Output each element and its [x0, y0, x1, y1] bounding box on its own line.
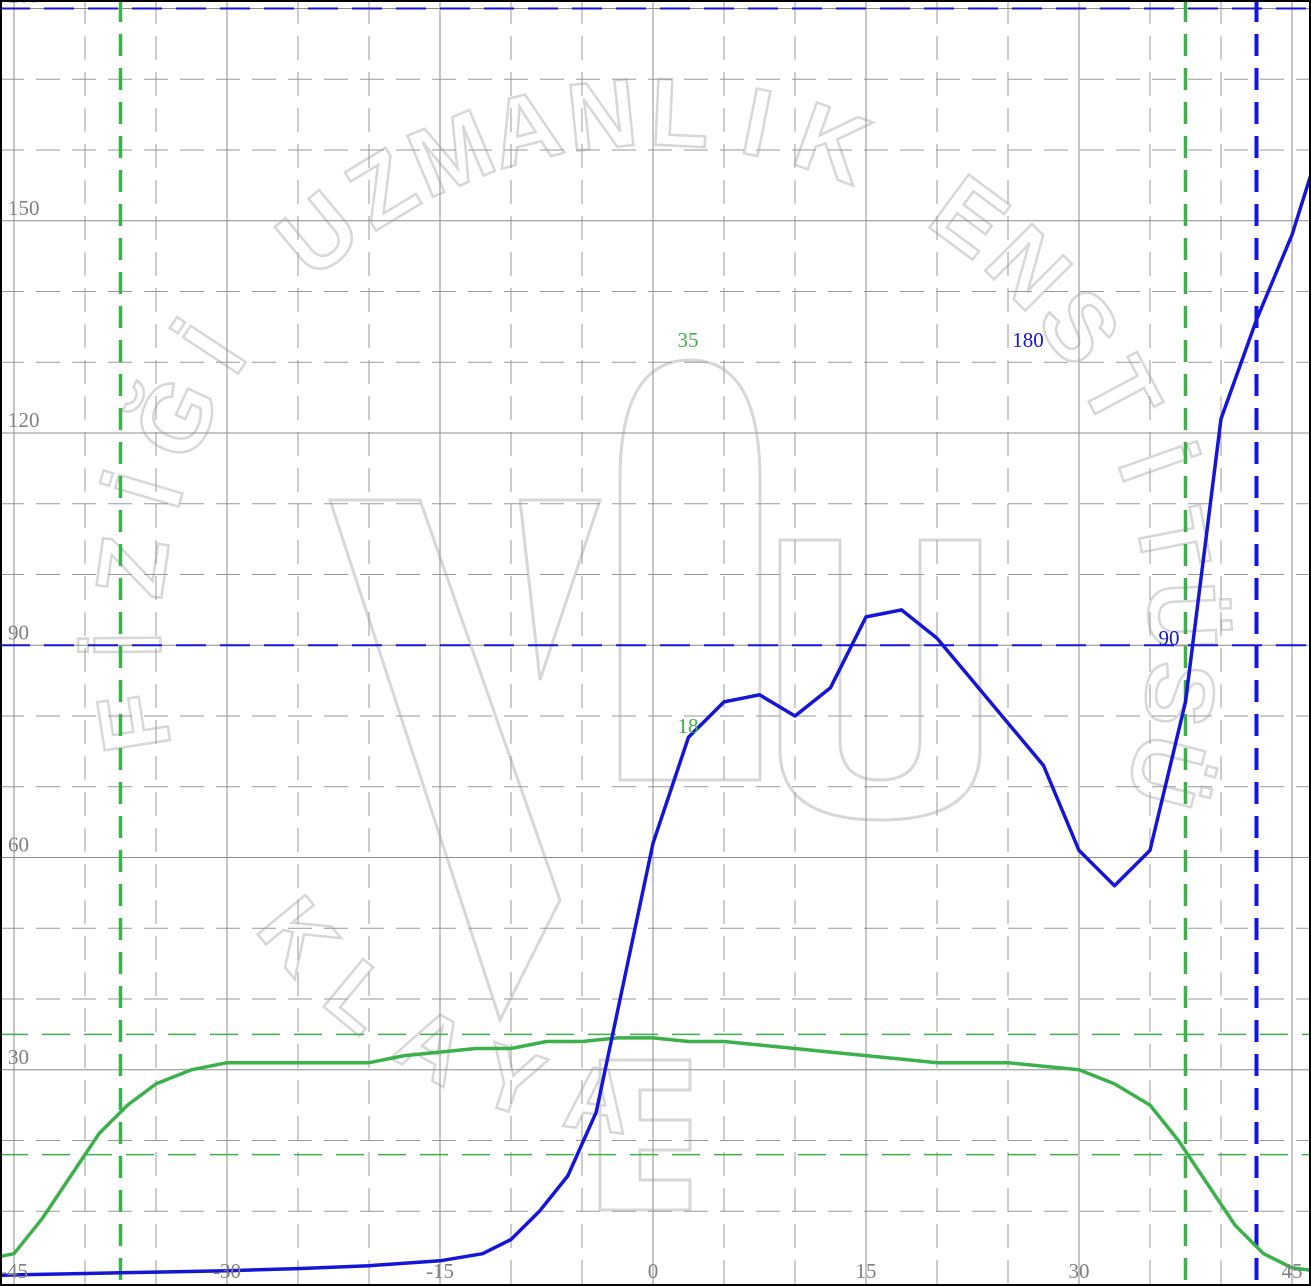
- level-label: 18: [678, 714, 699, 738]
- x-tick-label: 45: [1282, 1259, 1303, 1283]
- series-line: [0, 1036, 1311, 1272]
- y-tick-label: 60: [8, 833, 29, 857]
- watermark-emblem: [598, 1058, 692, 1212]
- watermark-emblem: [327, 498, 603, 1024]
- x-tick-label: 30: [1069, 1259, 1090, 1283]
- y-tick-labels: 30 60 90 120 150 180: [8, 0, 40, 1069]
- x-tick-label: -45: [0, 1259, 28, 1283]
- y-tick-label: 180: [8, 0, 40, 8]
- x-tick-labels: -75-60-45-30-1501530456075: [0, 1259, 1303, 1283]
- level-label: 180: [1012, 328, 1044, 352]
- y-tick-label: 120: [8, 408, 40, 432]
- watermark-letter: N: [562, 59, 642, 172]
- y-tick-label: 30: [8, 1045, 29, 1069]
- watermark-letter: S: [1123, 657, 1236, 732]
- y-tick-label: 150: [8, 196, 40, 220]
- x-tick-label: -30: [213, 1259, 241, 1283]
- x-tick-label: -15: [426, 1259, 454, 1283]
- level-label: 90: [1159, 626, 1180, 650]
- watermark-letter: Ü: [1127, 580, 1237, 654]
- x-tick-label: 0: [648, 1259, 659, 1283]
- watermark-letter: L: [648, 59, 712, 169]
- level-labels: 90 180 35 18: [678, 328, 1180, 738]
- watermark-letter: A: [558, 1046, 635, 1153]
- level-label: 35: [678, 328, 699, 352]
- y-tick-label: 90: [8, 620, 29, 644]
- watermark-emblem: [618, 358, 982, 822]
- x-tick-label: 15: [856, 1259, 877, 1283]
